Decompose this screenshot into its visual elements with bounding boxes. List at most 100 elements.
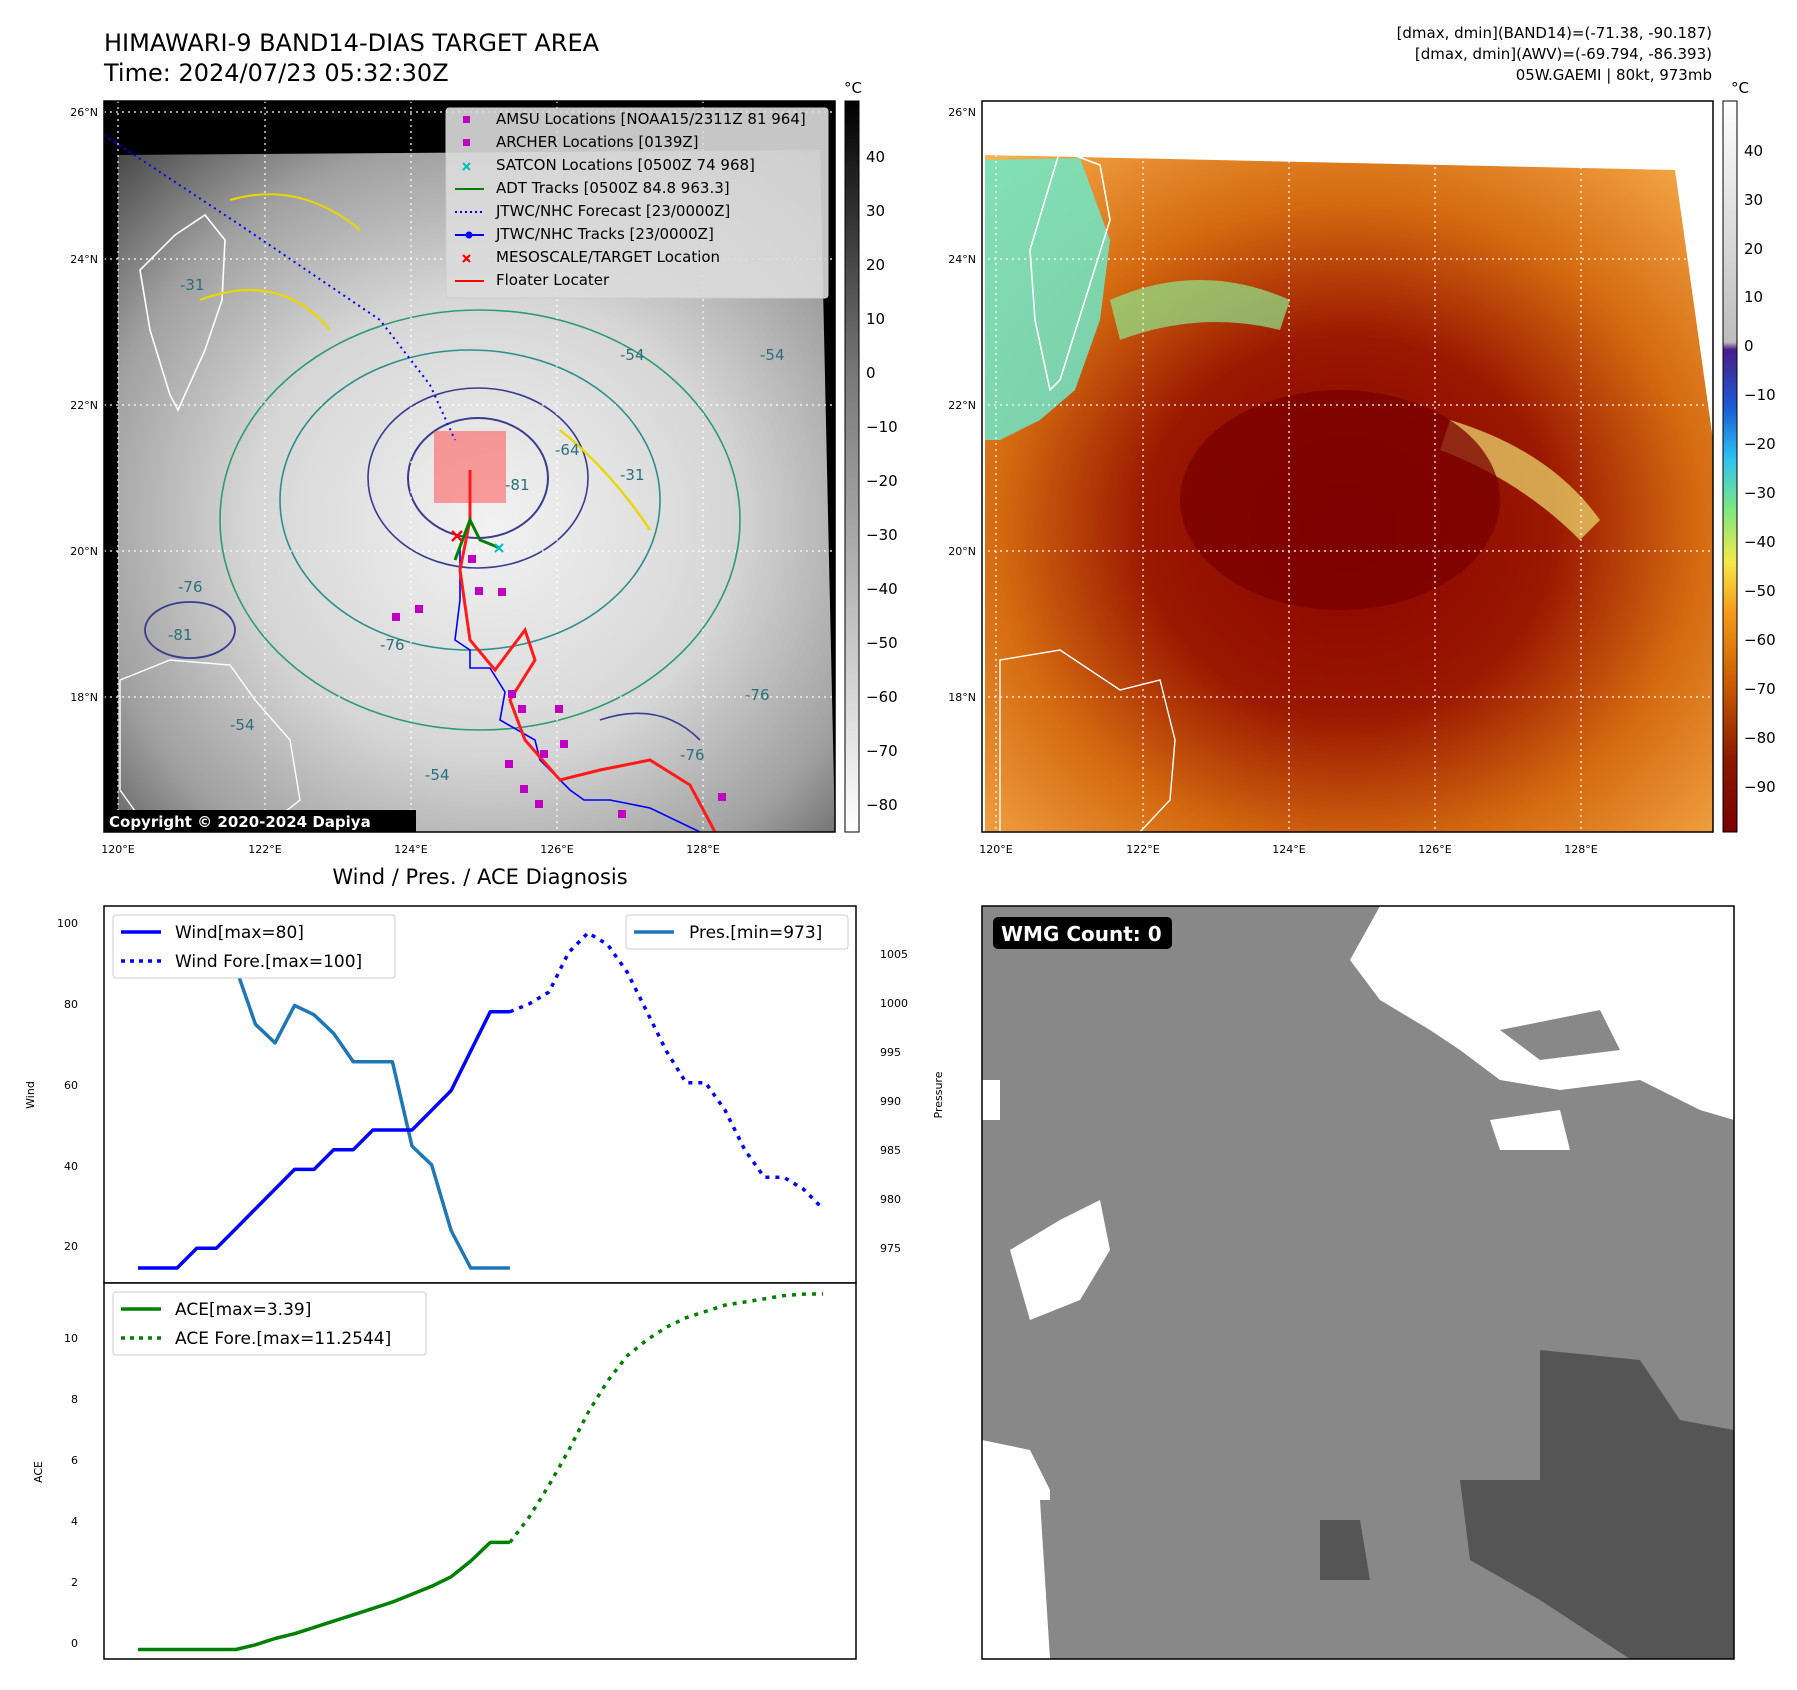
left-lat-labels: 26°N 24°N 22°N 20°N 18°N — [70, 106, 98, 704]
legend-wind-fore: Wind Fore.[max=100] — [175, 952, 362, 972]
wind-pres-panel — [103, 905, 857, 1284]
lon-label: 122°E — [248, 843, 281, 856]
colorbar-tick: −10 — [866, 418, 898, 436]
colorbar-tick: −60 — [1744, 631, 1776, 649]
ace-ylabel: ACE — [32, 1461, 45, 1483]
colorbar-tick: 10 — [1744, 288, 1763, 306]
colorbar-tick: −20 — [866, 472, 898, 490]
colorbar-tick: −40 — [1744, 533, 1776, 551]
ace-tick: 10 — [64, 1332, 78, 1345]
wind-tick: 40 — [64, 1160, 78, 1173]
lat-label: 24°N — [948, 253, 976, 266]
legend-satcon: SATCON Locations [0500Z 74 968] — [496, 156, 755, 174]
contour-label: -81 — [505, 476, 530, 494]
colorbar-tick: 30 — [1744, 191, 1763, 209]
legend-adt: ADT Tracks [0500Z 84.8 963.3] — [496, 179, 730, 197]
lat-label: 20°N — [948, 545, 976, 558]
ace-tick: 4 — [71, 1515, 78, 1528]
copyright-box — [104, 810, 416, 832]
info-storm: 05W.GAEMI | 80kt, 973mb — [1516, 66, 1712, 84]
pres-tick: 980 — [880, 1193, 901, 1206]
lon-label: 120°E — [979, 843, 1012, 856]
colorbar-tick: 40 — [1744, 142, 1763, 160]
colorbar-tick: −90 — [1744, 778, 1776, 796]
pres-tick: 995 — [880, 1046, 901, 1059]
pres-tick: 1000 — [880, 997, 908, 1010]
legend-archer-marker — [463, 139, 470, 146]
legend-pres: Pres.[min=973] — [689, 923, 822, 943]
copyright-text: Copyright © 2020-2024 Dapiya — [109, 813, 371, 831]
wind-tick: 80 — [64, 998, 78, 1011]
colorbar-tick: −50 — [866, 634, 898, 652]
legend-amsu: AMSU Locations [NOAA15/2311Z 81 964] — [496, 110, 806, 128]
contour-label: -54 — [425, 766, 450, 784]
legend-tracks-dot — [465, 231, 473, 239]
wind-tick: 20 — [64, 1240, 78, 1253]
legend-target-marker — [462, 254, 471, 263]
left-map-frame — [103, 100, 836, 833]
figure-title: HIMAWARI-9 BAND14-DIAS TARGET AREA — [104, 29, 600, 57]
contour-label: -54 — [760, 346, 785, 364]
colorbar-tick: 0 — [866, 364, 876, 382]
colorbar-tick: −30 — [1744, 484, 1776, 502]
lon-label: 122°E — [1126, 843, 1159, 856]
legend-ace: ACE[max=3.39] — [175, 1300, 311, 1320]
ace-legend: ACE[max=3.39] ACE Fore.[max=11.2544] — [112, 1291, 427, 1356]
lat-label: 26°N — [70, 106, 98, 119]
left-colorbar — [844, 100, 860, 833]
info-band14: [dmax, dmin](BAND14)=(-71.38, -90.187) — [1397, 24, 1712, 42]
right-map-frame — [981, 100, 1714, 833]
colorbar-tick: −70 — [1744, 680, 1776, 698]
pres-tick: 990 — [880, 1095, 901, 1108]
colorbar-tick: −30 — [866, 526, 898, 544]
legend-archer: ARCHER Locations [0139Z] — [496, 133, 699, 151]
wind-series-line — [138, 1009, 510, 1270]
left-lon-labels: 120°E 122°E 124°E 126°E 128°E — [101, 843, 719, 856]
pres-tick: 1005 — [880, 948, 908, 961]
right-colorbar-ticks: 40 30 20 10 0 −10 −20 −30 −40 −50 −60 −7… — [1744, 142, 1776, 796]
legend-tracks: JTWC/NHC Tracks [23/0000Z] — [495, 225, 714, 243]
wind-ylabel: Wind — [24, 1081, 37, 1109]
colorbar-tick: 40 — [866, 148, 885, 166]
lat-label: 22°N — [70, 399, 98, 412]
pres-ticks: 1005 1000 995 990 985 980 975 — [880, 948, 908, 1255]
lat-label: 26°N — [948, 106, 976, 119]
colorbar-tick: −70 — [866, 742, 898, 760]
ace-ticks: 10 8 6 4 2 0 — [64, 1332, 78, 1650]
colorbar-tick: −10 — [1744, 386, 1776, 404]
legend-wind: Wind[max=80] — [175, 923, 304, 943]
contour-label: -54 — [230, 716, 255, 734]
legend-floater: Floater Locater — [496, 271, 610, 289]
map-legend: AMSU Locations [NOAA15/2311Z 81 964] ARC… — [445, 107, 829, 299]
contour-label: -31 — [180, 276, 205, 294]
pres-tick: 975 — [880, 1242, 901, 1255]
lon-label: 120°E — [101, 843, 134, 856]
lon-label: 128°E — [1564, 843, 1597, 856]
contour-label-group: -54 -54 -64 -76 -76 -76 -81 -81 -31 -31 … — [168, 276, 785, 784]
legend-forecast: JTWC/NHC Forecast [23/0000Z] — [495, 202, 730, 220]
lat-label: 24°N — [70, 253, 98, 266]
legend-target: MESOSCALE/TARGET Location — [496, 248, 720, 266]
ace-tick: 8 — [71, 1393, 78, 1406]
figure-time: Time: 2024/07/23 05:32:30Z — [103, 59, 449, 87]
right-ir-map — [982, 101, 1713, 832]
right-colorbar-unit: °C — [1731, 79, 1749, 97]
wind-legend: Wind[max=80] Wind Fore.[max=100] — [112, 914, 396, 979]
right-lat-labels: 26°N 24°N 22°N 20°N 18°N — [948, 106, 976, 704]
diagnosis-title: Wind / Pres. / ACE Diagnosis — [332, 865, 627, 889]
colorbar-tick: 20 — [1744, 240, 1763, 258]
lon-label: 124°E — [394, 843, 427, 856]
ace-tick: 6 — [71, 1454, 78, 1467]
right-colorbar — [1722, 100, 1738, 833]
left-colorbar-ticks: 40 30 20 10 0 −10 −20 −30 −40 −50 −60 −7… — [866, 148, 898, 814]
colorbar-tick: −40 — [866, 580, 898, 598]
contour-label: -64 — [555, 441, 580, 459]
colorbar-tick: −60 — [866, 688, 898, 706]
lon-label: 128°E — [686, 843, 719, 856]
wmg-count-box — [993, 917, 1172, 949]
right-lon-labels: 120°E 122°E 124°E 126°E 128°E — [979, 843, 1597, 856]
colorbar-tick: 0 — [1744, 337, 1754, 355]
ace-tick: 0 — [71, 1637, 78, 1650]
colorbar-tick: 30 — [866, 202, 885, 220]
